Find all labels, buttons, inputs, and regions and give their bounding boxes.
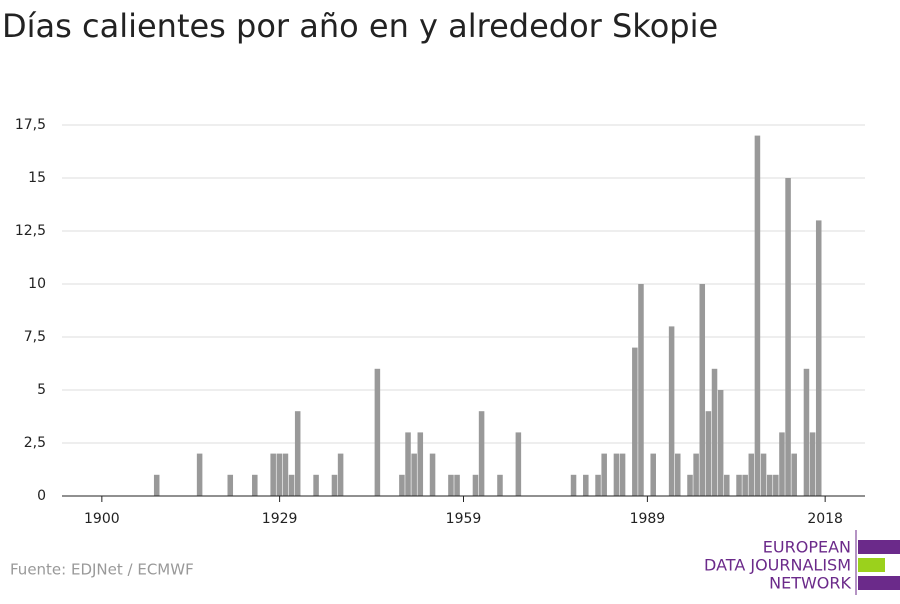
bar [417,432,424,496]
bar [583,474,589,496]
bar [724,474,730,496]
bar [252,474,258,496]
chart-title: Días calientes por año en y alrededor Sk… [2,7,718,45]
logo-text: EUROPEAN [763,538,851,557]
bar [374,368,381,496]
logo-bar [858,576,900,590]
bar [282,453,289,496]
y-tick-label: 10 [28,276,46,292]
bar [411,453,417,496]
bar [668,326,675,496]
bar [399,474,405,496]
x-tick-label: 1989 [630,511,666,527]
bar [313,474,319,496]
bar [454,474,460,496]
bar [748,453,755,496]
bar [478,411,485,496]
bar [570,474,577,496]
bar [754,135,761,496]
logo-bar [858,540,900,554]
bar [331,474,338,496]
bar [595,474,601,496]
bar [803,368,810,496]
x-tick-label: 1959 [446,511,482,527]
bar [809,432,816,496]
x-tick-label: 1900 [84,511,120,527]
bar [766,474,773,496]
bar [815,220,822,496]
bar [674,453,681,496]
bar [497,474,503,496]
bar [705,411,712,496]
logo-text: DATA JOURNALISM [704,556,851,575]
bar [276,453,283,496]
logo-bar [858,558,885,572]
logo-text: NETWORK [769,574,851,593]
bar [227,474,234,496]
bar [699,284,706,496]
bar [448,474,454,496]
bar [687,474,693,496]
bar [638,284,644,496]
bar [632,347,638,496]
y-tick-label: 2,5 [24,435,46,451]
bar [337,453,344,496]
bar [601,453,607,496]
bar [773,474,779,496]
y-tick-label: 5 [37,382,46,398]
bar [270,453,276,496]
bar [294,411,301,496]
bar [619,453,626,496]
bar [153,474,160,496]
bar [736,474,742,496]
bar [717,390,724,496]
bar [196,453,203,496]
y-tick-label: 7,5 [24,329,46,345]
source: Fuente: EDJNet / ECMWF [10,561,194,579]
bar [791,453,797,496]
logo: EUROPEAN DATA JOURNALISM NETWORK [704,530,900,595]
bar [613,453,620,496]
y-tick-label: 12,5 [15,223,46,239]
y-tick-label: 0 [37,488,46,504]
y-tick-label: 17,5 [15,117,46,133]
bar [785,178,791,496]
bar [779,432,785,496]
bar [405,432,411,496]
x-tick-label: 1929 [262,511,298,527]
bar [693,453,699,496]
bar [288,474,295,496]
bar [760,453,767,496]
x-tick-label: 2018 [807,511,843,527]
bar [742,474,748,496]
bar [515,432,522,496]
bar [650,453,656,496]
bar [429,453,436,496]
bar [472,474,479,496]
y-tick-label: 15 [28,170,46,186]
bar [711,368,718,496]
